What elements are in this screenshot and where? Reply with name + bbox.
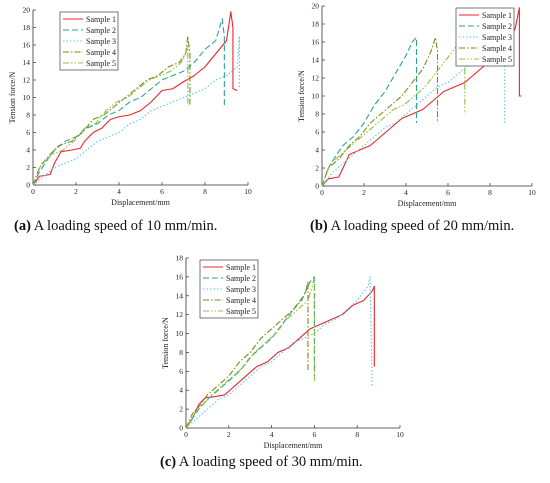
y-tick-label: 12 [312,74,320,83]
chart-panel-a: 0 2 4 6 8 10 0 2 4 6 8 10 12 14 16 18 20 Displacement/mm T… [0,0,275,220]
x-tick-label: 4 [117,187,121,196]
y-axis-title: Tension force/N [8,71,17,123]
y-tick-label: 10 [312,92,320,101]
y-tick-label: 20 [312,2,320,11]
y-tick-label: 0 [315,182,319,191]
caption-b: (b) A loading speed of 20 mm/min. [310,218,514,235]
x-tick-label: 2 [227,430,231,439]
caption-c-text: A loading speed of 30 mm/min. [178,454,363,470]
chart-panel-b: 0 2 4 6 8 10 0 2 4 6 8 10 12 14 16 18 20 Displacement/mm T… [290,0,550,220]
legend-label-4: Sample 4 [226,296,256,305]
legend-label-2: Sample 2 [482,22,512,31]
legend-label-3: Sample 3 [482,33,512,42]
legend-box [455,7,515,67]
x-tick-label: 10 [244,187,252,196]
series-line-3 [32,35,240,186]
series-line-2 [321,36,418,187]
x-axis-title: Displacement/mm [111,198,170,207]
y-tick-label: 2 [179,405,183,414]
caption-c: (c) A loading speed of 30 mm/min. [160,454,363,471]
caption-a-label: (a) [14,218,31,234]
x-tick-label: 8 [355,430,359,439]
y-tick-label: 14 [176,291,184,300]
y-tick-label: 4 [315,146,319,155]
series-line-5 [185,276,315,429]
series-line-5 [321,36,466,187]
x-tick-label: 6 [446,188,450,197]
legend-label-4: Sample 4 [482,44,512,53]
series-line-5 [32,44,189,186]
series-line-4 [321,36,439,187]
legend-label-3: Sample 3 [86,37,116,46]
x-tick-label: 0 [320,188,324,197]
x-axis-title: Displacement/mm [264,441,323,450]
caption-c-label: (c) [160,454,177,470]
y-tick-label: 14 [312,56,320,65]
x-axis-title: Displacement/mm [398,199,457,208]
x-tick-label: 10 [396,430,404,439]
y-tick-label: 18 [312,20,320,29]
x-tick-label: 8 [488,188,492,197]
legend-box [59,11,119,71]
y-tick-label: 20 [23,6,31,15]
y-tick-label: 4 [179,386,183,395]
legend-label-2: Sample 2 [226,274,256,283]
y-tick-label: 12 [176,310,184,319]
y-tick-label: 14 [23,58,31,67]
x-tick-label: 0 [31,187,35,196]
x-tick-label: 4 [404,188,408,197]
series-line-4 [185,281,309,429]
y-tick-label: 2 [315,164,319,173]
x-tick-label: 2 [74,187,78,196]
y-tick-label: 0 [179,424,183,433]
chart-panel-c: 0 2 4 6 8 10 0 2 4 6 8 10 12 14 16 18 Displacement/mm Ten… [150,252,420,452]
y-tick-label: 6 [179,367,183,376]
y-tick-label: 12 [23,76,31,85]
x-tick-label: 10 [528,188,536,197]
legend-box [199,259,259,319]
y-tick-label: 16 [312,38,320,47]
legend-label-1: Sample 1 [86,15,116,24]
y-tick-label: 18 [23,23,31,32]
x-tick-label: 0 [184,430,188,439]
y-tick-label: 6 [315,128,319,137]
y-tick-label: 8 [315,110,319,119]
series-line-4 [32,35,191,186]
x-tick-label: 6 [313,430,317,439]
y-tick-label: 8 [26,111,30,120]
legend-label-1: Sample 1 [226,263,256,272]
caption-a: (a) A loading speed of 10 mm/min. [14,218,217,235]
legend-label-2: Sample 2 [86,26,116,35]
y-tick-label: 2 [26,163,30,172]
y-tick-label: 18 [176,254,184,263]
y-tick-label: 10 [23,93,31,102]
legend-label-1: Sample 1 [482,11,512,20]
chart-c: 0 2 4 6 8 10 0 2 4 6 8 10 12 14 16 18 Displacement/mm Ten… [161,254,404,451]
x-tick-label: 8 [203,187,207,196]
legend-label-5: Sample 5 [86,59,116,68]
x-tick-label: 2 [362,188,366,197]
y-tick-label: 0 [26,181,30,190]
legend-label-4: Sample 4 [86,48,116,57]
y-tick-label: 10 [176,329,184,338]
caption-b-text: A loading speed of 20 mm/min. [330,218,515,234]
caption-a-text: A loading speed of 10 mm/min. [33,218,218,234]
x-tick-label: 6 [160,187,164,196]
series-line-1 [32,11,238,186]
chart-a: 0 2 4 6 8 10 0 2 4 6 8 10 12 14 16 18 20 Displacement/mm T… [8,6,252,208]
x-tick-label: 4 [270,430,274,439]
y-tick-label: 4 [26,146,30,155]
caption-b-label: (b) [310,218,328,234]
y-tick-label: 8 [179,348,183,357]
y-tick-label: 16 [23,41,31,50]
y-axis-title: Tension force/N [297,70,306,122]
legend-label-5: Sample 5 [482,55,512,64]
chart-b: 0 2 4 6 8 10 0 2 4 6 8 10 12 14 16 18 20 Displacement/mm T… [297,2,536,209]
y-axis-title: Tension force/N [161,317,170,369]
legend-label-5: Sample 5 [226,307,256,316]
y-tick-label: 16 [176,272,184,281]
legend-label-3: Sample 3 [226,285,256,294]
y-tick-label: 6 [26,128,30,137]
series-line-3 [185,276,373,429]
